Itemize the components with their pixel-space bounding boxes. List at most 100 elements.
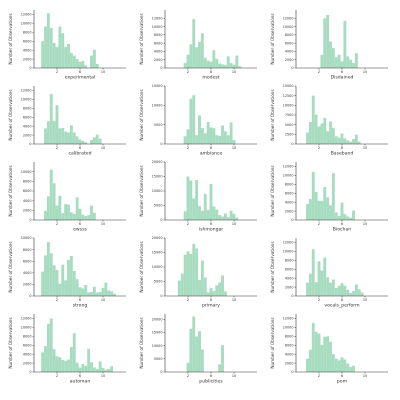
x-tick-label: 10 xyxy=(101,146,105,150)
x-axis-label: pom xyxy=(337,380,348,385)
histogram-bar xyxy=(72,213,76,220)
x-tick-label: 10 xyxy=(363,374,367,378)
y-tick-label: 10000 xyxy=(152,189,163,193)
histogram-bar xyxy=(67,359,70,372)
histogram-bar xyxy=(78,287,82,296)
y-tick-label: 2000 xyxy=(285,285,294,289)
y-tick-label: 0 xyxy=(291,370,293,374)
histogram-bar xyxy=(317,200,321,220)
histogram-bar xyxy=(189,44,193,68)
y-axis-label: Number of Observations xyxy=(139,89,144,140)
y-tick-label: 6000 xyxy=(23,39,32,43)
histogram-bar xyxy=(331,279,335,296)
histogram-bar xyxy=(320,200,324,220)
histogram-bar xyxy=(186,176,190,220)
y-axis-label: Number of Observations xyxy=(270,13,275,64)
y-tick-label: 10000 xyxy=(152,104,163,108)
histogram-bar xyxy=(78,139,82,144)
histogram-bar xyxy=(340,283,344,296)
histogram-bar xyxy=(200,210,204,220)
histogram-bar xyxy=(346,56,350,68)
histogram-bar xyxy=(46,323,50,372)
histogram-bar xyxy=(360,292,364,296)
histogram-bar xyxy=(311,249,315,296)
y-tick-label: 20000 xyxy=(152,317,163,321)
histogram-bar xyxy=(337,54,341,68)
histogram-bar xyxy=(329,205,332,220)
histogram-bar xyxy=(306,358,309,372)
histogram-bar xyxy=(331,354,335,372)
y-axis-label: Number of Observations xyxy=(8,241,13,292)
histogram-bar xyxy=(180,273,184,296)
histogram-bar xyxy=(78,367,82,372)
y-tick-label: 6000 xyxy=(23,343,32,347)
histogram-bar xyxy=(183,136,187,144)
histogram-bar xyxy=(349,292,353,296)
x-axis-label: Disdained xyxy=(331,75,354,81)
histogram-bar xyxy=(346,289,350,296)
histogram-bar xyxy=(52,120,56,144)
x-tick-label: 10 xyxy=(101,70,105,74)
histogram-bar xyxy=(61,359,65,372)
y-tick-label: 8000 xyxy=(23,248,32,252)
histogram-bar xyxy=(203,277,207,296)
y-tick-label: 12000 xyxy=(152,16,163,20)
histogram-bar xyxy=(44,255,47,296)
histogram-bar xyxy=(52,43,56,68)
histogram-bar xyxy=(98,291,102,296)
histogram-bar xyxy=(67,204,70,220)
histogram-bar xyxy=(110,366,114,372)
y-tick-label: 10000 xyxy=(283,174,294,178)
x-tick-label: 10 xyxy=(363,146,367,150)
histogram-bar xyxy=(192,316,196,372)
y-tick-label: 2000 xyxy=(23,361,32,365)
y-tick-label: 4000 xyxy=(285,200,294,204)
histogram-panel-12: 0 2000 4000 6000 8000 10000 12000 2 6 10 automan Nu… xyxy=(8,314,126,385)
y-tick-label: 10000 xyxy=(283,250,294,254)
x-tick-label: 10 xyxy=(101,222,105,226)
histogram-bar xyxy=(81,363,85,372)
x-axis-label: ambiance xyxy=(200,151,223,157)
histogram-bar xyxy=(52,349,56,372)
histogram-bar xyxy=(317,333,321,372)
histogram-bar xyxy=(84,65,88,68)
histogram-bar xyxy=(343,214,347,220)
y-tick-label: 10000 xyxy=(283,104,294,108)
histogram-bar xyxy=(343,138,347,144)
histogram-bar xyxy=(221,275,224,296)
histogram-bar xyxy=(337,215,341,220)
histogram-panel-6: 0 2000 4000 6000 8000 10000 2 6 10 ewsss Number of… xyxy=(8,162,126,233)
x-tick-label: 10 xyxy=(232,374,236,378)
histogram-bar xyxy=(311,95,315,144)
y-tick-label: 8000 xyxy=(285,183,294,187)
histogram-bar xyxy=(215,209,219,220)
histogram-bar xyxy=(90,291,93,296)
histogram-bar xyxy=(212,128,216,144)
x-tick-label: 10 xyxy=(363,298,367,302)
histogram-bar xyxy=(223,131,227,144)
histogram-bar xyxy=(357,141,361,144)
histogram-bar xyxy=(200,128,204,144)
x-axis-label: Baseband xyxy=(331,151,354,157)
x-axis-label: vocals_perform xyxy=(324,303,360,309)
histogram-bar xyxy=(81,288,85,296)
histogram-bar xyxy=(72,333,76,372)
histogram-bar xyxy=(55,205,59,220)
histogram-bar xyxy=(189,253,193,296)
histogram-bar xyxy=(55,47,59,68)
y-tick-label: 2000 xyxy=(154,58,163,62)
histogram-bar xyxy=(75,136,79,144)
histogram-bar xyxy=(198,41,201,68)
histogram-panel-3: 0 2000 4000 6000 8000 10000 12000 2 6 10 calibrate… xyxy=(8,86,126,157)
histogram-bar xyxy=(189,328,193,372)
histogram-bar xyxy=(329,282,332,296)
x-axis-label: Biochan xyxy=(333,227,351,233)
x-tick-label: 10 xyxy=(101,298,105,302)
histogram-bar xyxy=(206,209,210,220)
x-tick-label: 6 xyxy=(79,70,81,74)
histogram-bar xyxy=(337,285,341,296)
histogram-bar xyxy=(226,56,230,68)
x-axis-label: automan xyxy=(70,379,91,385)
y-tick-label: 10000 xyxy=(21,236,32,240)
histogram-bar xyxy=(75,59,79,68)
